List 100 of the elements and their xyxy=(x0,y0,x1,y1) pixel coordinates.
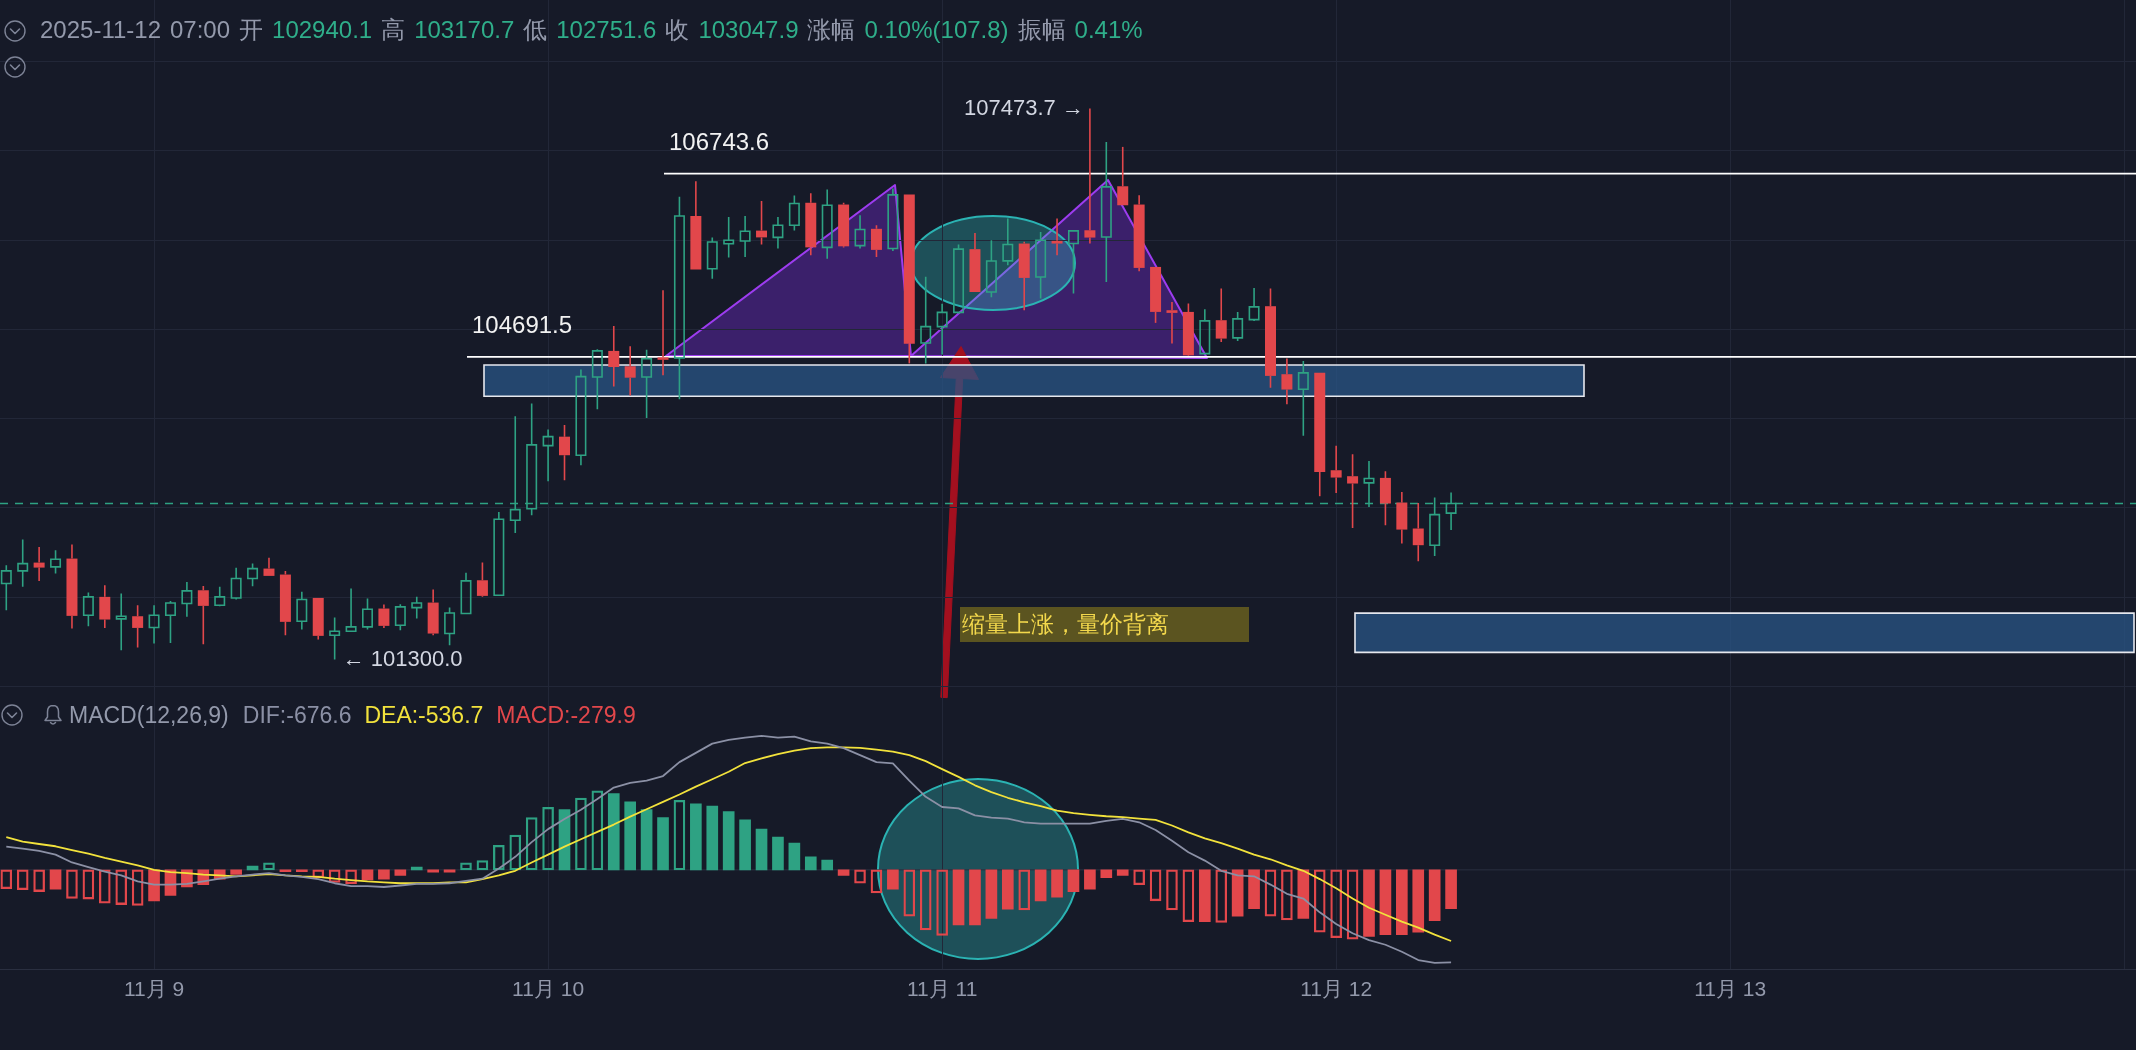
bar xyxy=(148,869,160,902)
bar xyxy=(821,859,834,871)
bar xyxy=(1034,869,1047,902)
text: MACD:-279.9 xyxy=(496,701,636,730)
bar xyxy=(394,869,407,876)
annotation: 缩量上涨，量价背离 xyxy=(962,610,1169,637)
candlestick xyxy=(17,538,29,588)
candlestick xyxy=(66,543,78,630)
bar xyxy=(1428,869,1441,922)
candlestick xyxy=(230,567,242,601)
candlestick xyxy=(214,586,226,607)
bar xyxy=(1363,869,1375,937)
candlestick xyxy=(132,604,144,649)
x-tick-label: 11月 9 xyxy=(123,977,185,1001)
candlestick xyxy=(164,600,176,644)
candlestick xyxy=(1117,146,1129,206)
candlestick xyxy=(33,546,45,582)
candlestick xyxy=(1002,217,1014,267)
candlestick xyxy=(1084,107,1096,245)
text: DIF:-676.6 xyxy=(242,701,352,730)
bar xyxy=(952,869,965,926)
candlestick xyxy=(1215,287,1227,343)
candlestick xyxy=(608,325,620,388)
bar xyxy=(887,869,899,890)
bar xyxy=(690,803,702,871)
candlestick xyxy=(641,349,653,419)
candlestick xyxy=(197,585,209,646)
bar xyxy=(1248,869,1260,910)
candlestick xyxy=(1412,502,1424,562)
bar xyxy=(788,842,801,871)
x-tick-label: 11月 10 xyxy=(512,977,585,1001)
candlestick xyxy=(1133,194,1145,273)
bar xyxy=(706,805,719,871)
candlestick xyxy=(1018,241,1030,312)
candlestick xyxy=(378,603,390,629)
candlestick xyxy=(805,192,817,257)
candlestick xyxy=(542,428,554,483)
bar xyxy=(969,869,981,926)
bar xyxy=(1067,869,1080,892)
bar xyxy=(1297,869,1310,919)
candlestick xyxy=(887,187,899,252)
candlestick xyxy=(460,572,472,615)
candlestick xyxy=(115,592,127,652)
candlestick xyxy=(690,180,702,270)
bar xyxy=(1396,869,1408,935)
bar xyxy=(1198,869,1211,922)
annotation: ← 101300.0 xyxy=(342,645,463,671)
bar xyxy=(1379,869,1392,935)
x-tick-label: 11月 11 xyxy=(906,977,978,1001)
candlestick xyxy=(1297,360,1309,437)
bar xyxy=(1445,869,1457,910)
candlestick xyxy=(345,587,357,633)
bar xyxy=(1001,869,1014,910)
candlestick xyxy=(1166,301,1178,345)
candlestick xyxy=(1281,357,1293,405)
candlestick xyxy=(148,604,160,645)
candlestick xyxy=(1314,372,1326,497)
candlestick xyxy=(1347,453,1359,529)
candlestick xyxy=(985,239,997,299)
candlestick xyxy=(0,564,12,612)
candlestick xyxy=(493,511,505,597)
candlestick xyxy=(329,616,341,661)
candlestick xyxy=(706,236,718,280)
candlestick xyxy=(657,289,669,376)
candlestick xyxy=(1248,287,1260,321)
candlestick xyxy=(1396,491,1408,545)
candlestick xyxy=(821,188,833,260)
candlestick xyxy=(624,345,636,397)
candlestick xyxy=(296,591,308,631)
bar xyxy=(1100,869,1113,879)
candlestick xyxy=(1035,231,1047,300)
x-tick-label: 11月 13 xyxy=(1694,977,1767,1001)
candlestick xyxy=(969,232,981,293)
text: DEA:-536.7 xyxy=(364,701,484,730)
candlestick xyxy=(1264,287,1276,389)
bar xyxy=(772,836,784,871)
bar xyxy=(1051,869,1063,898)
candlestick xyxy=(591,348,603,410)
bar xyxy=(985,869,998,919)
candlestick xyxy=(575,368,587,467)
candlestick xyxy=(673,195,685,400)
bar xyxy=(837,869,850,876)
bar xyxy=(739,819,751,871)
candlestick xyxy=(263,557,275,576)
ref-line-label: 106743.6 xyxy=(669,127,770,155)
candlestick xyxy=(723,216,735,259)
candlestick xyxy=(181,581,193,618)
candlestick xyxy=(772,216,784,250)
bar xyxy=(607,793,620,871)
bar xyxy=(755,828,768,871)
bar xyxy=(624,801,637,871)
x-tick-label: 11月 12 xyxy=(1300,977,1373,1001)
bar xyxy=(1116,869,1129,876)
bar xyxy=(657,817,669,871)
bar xyxy=(1412,869,1425,933)
candlestick xyxy=(559,424,571,482)
candlestick xyxy=(1379,470,1391,526)
candlestick xyxy=(99,584,111,629)
chart-title: 2025-11-12 07:00 开 102940.1 高 103170.7 低 102751.6 收 103047.9 涨幅 0.10%(107.8) 振幅 0.41% xyxy=(40,16,1143,43)
candlestick xyxy=(1100,141,1112,283)
